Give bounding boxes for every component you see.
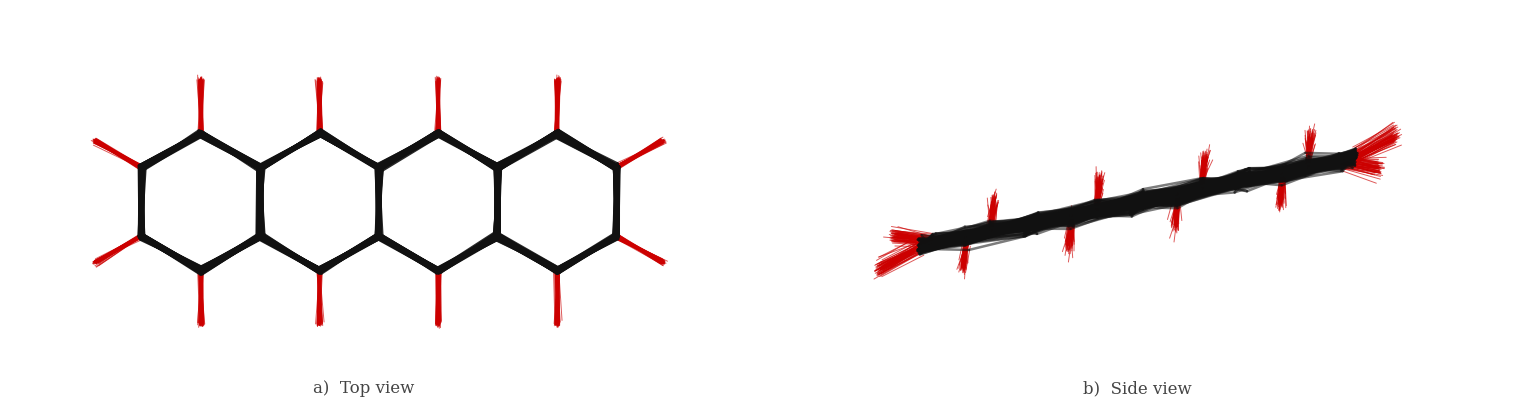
Text: b)  Side view: b) Side view bbox=[1082, 380, 1192, 396]
Text: a)  Top view: a) Top view bbox=[314, 380, 414, 396]
